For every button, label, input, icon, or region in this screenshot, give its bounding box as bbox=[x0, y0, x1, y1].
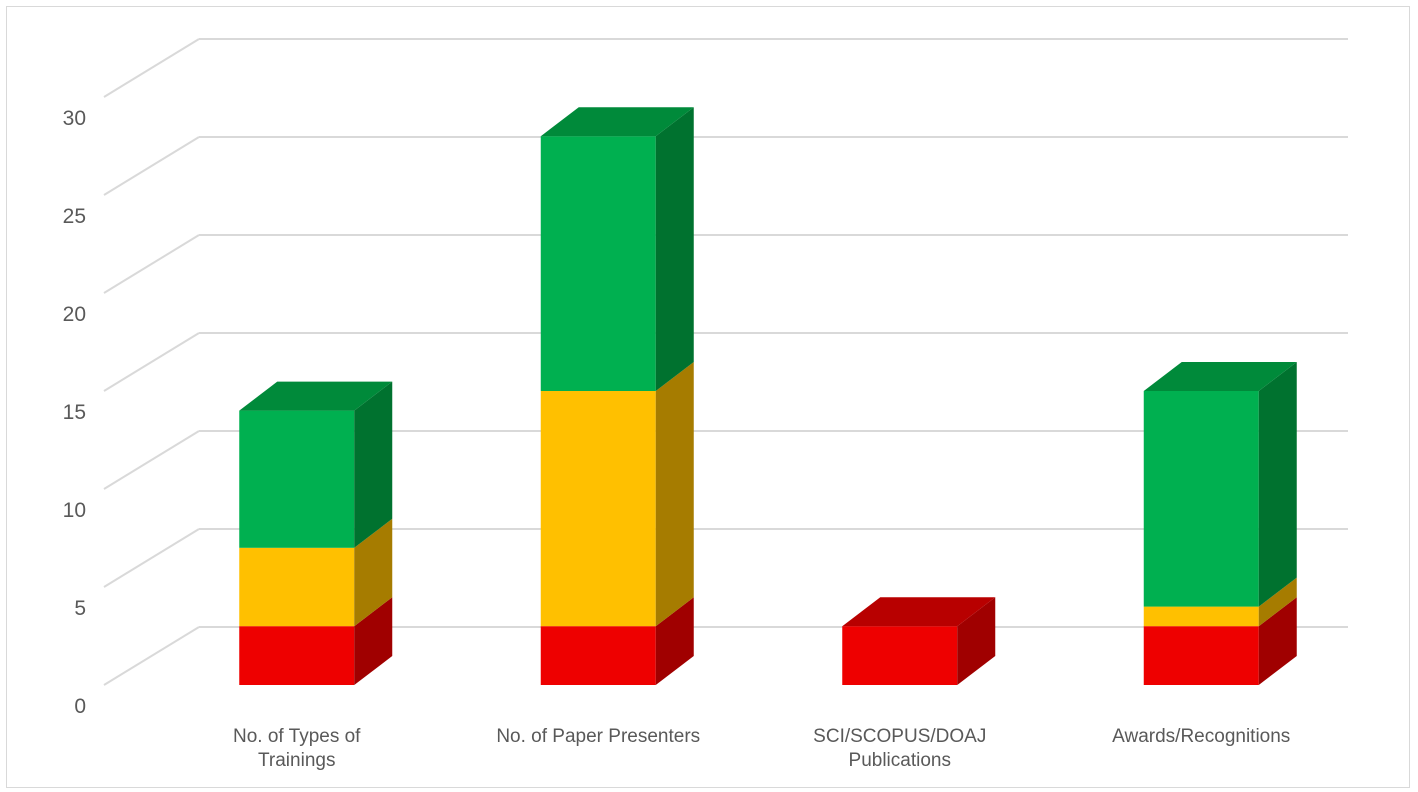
bar-segment-side bbox=[354, 597, 393, 685]
y-tick-label: 25 bbox=[63, 205, 86, 228]
y-tick-label: 5 bbox=[74, 597, 86, 620]
x-category-label: Awards/Recognitions bbox=[1112, 726, 1290, 747]
y-tick-label: 15 bbox=[63, 401, 86, 424]
bar-segment bbox=[1143, 391, 1259, 607]
x-category-label: No. of Paper Presenters bbox=[496, 726, 700, 747]
bar-segment-side bbox=[957, 597, 996, 685]
bar-segment-side bbox=[655, 362, 694, 627]
bar-segment bbox=[239, 626, 355, 685]
bars bbox=[239, 107, 1297, 685]
bar-segment-side bbox=[655, 597, 694, 685]
gridline-diagonal bbox=[103, 136, 200, 196]
bar-top bbox=[540, 107, 694, 137]
bar-segment-side bbox=[655, 107, 694, 391]
bar-segment bbox=[540, 391, 656, 627]
x-axis-category-labels: No. of Types of Trainings No. of Paper Pre… bbox=[233, 726, 1290, 771]
gridline-diagonal bbox=[103, 332, 200, 392]
gridline-diagonal bbox=[103, 38, 200, 98]
y-tick-label: 0 bbox=[74, 695, 86, 718]
gridline-diagonal bbox=[103, 234, 200, 294]
bar-segment bbox=[540, 136, 656, 391]
y-tick-label: 30 bbox=[63, 107, 86, 130]
bar-segment-side bbox=[1258, 577, 1297, 627]
bar-segment bbox=[239, 410, 355, 548]
bar-segment bbox=[1143, 626, 1259, 685]
bar-segment-side bbox=[354, 518, 393, 627]
x-category-label: SCI/SCOPUS/DOAJ Publications bbox=[813, 726, 986, 771]
y-axis-tick-labels: 0 5 10 15 20 25 30 bbox=[63, 107, 86, 718]
gridline-diagonal bbox=[103, 430, 200, 490]
gridline-diagonal bbox=[103, 626, 200, 686]
bar-segment bbox=[540, 626, 656, 685]
y-tick-label: 20 bbox=[63, 303, 86, 326]
bar-top bbox=[239, 381, 393, 411]
bar-segment bbox=[239, 547, 355, 627]
x-category-label: No. of Types of Trainings bbox=[233, 726, 361, 771]
bar-segment-side bbox=[1258, 597, 1297, 685]
gridline-diagonal bbox=[103, 528, 200, 588]
bar-top bbox=[842, 597, 996, 627]
y-tick-label: 10 bbox=[63, 499, 86, 522]
bar-segment-side bbox=[354, 381, 393, 548]
bar-segment-side bbox=[1258, 362, 1297, 607]
bar-segment bbox=[1143, 606, 1259, 627]
bar-top bbox=[1143, 362, 1297, 391]
bar-segment bbox=[842, 626, 958, 685]
